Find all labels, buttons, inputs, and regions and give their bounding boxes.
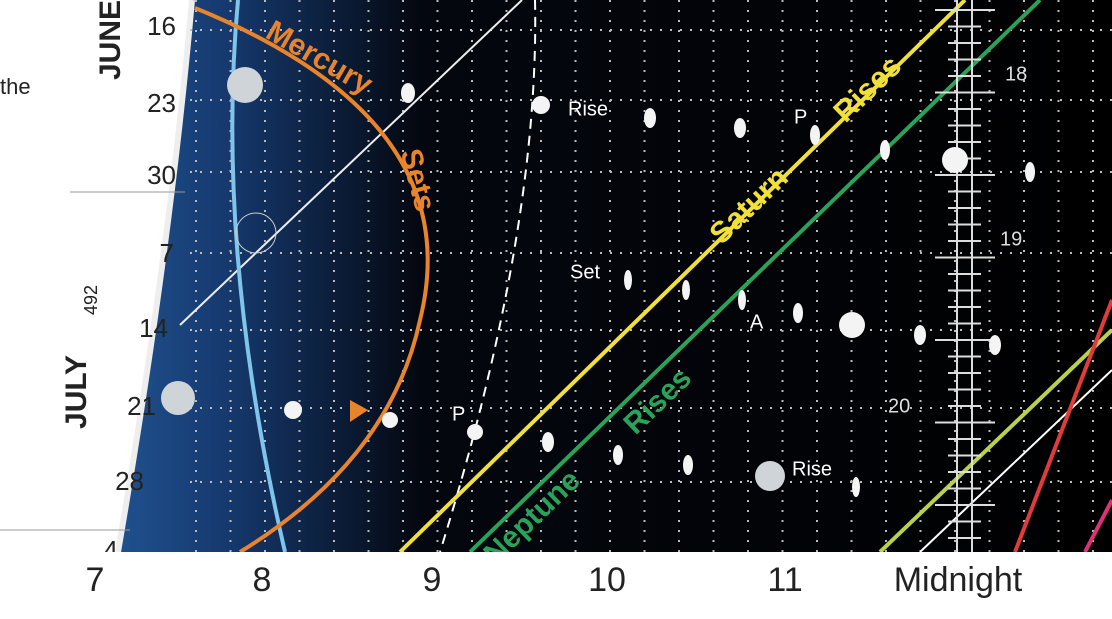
- moon: [755, 461, 785, 491]
- annotation: A: [750, 311, 764, 333]
- day-label: 7: [160, 238, 174, 268]
- hour-label: 7: [86, 561, 105, 599]
- annotation: Set: [570, 261, 600, 283]
- green-yellow-line: [878, 328, 1112, 554]
- hour-label: 9: [423, 561, 442, 599]
- moon: [738, 290, 746, 310]
- margin-text: the: [0, 74, 31, 99]
- moon: [683, 455, 693, 475]
- moon: [914, 325, 926, 345]
- blue-curve: [230, 0, 287, 553]
- moon: [382, 412, 398, 428]
- full-moon: [227, 67, 263, 103]
- scale-ladder: [935, 9, 995, 539]
- moon: [942, 147, 968, 173]
- red-line: [1013, 299, 1112, 553]
- day-label: 28: [115, 466, 144, 496]
- hour-axis-strip: [0, 552, 1112, 619]
- moon: [810, 125, 820, 145]
- page-number: 492: [81, 285, 101, 315]
- saturn-line: [398, 0, 967, 554]
- annotation: P: [452, 403, 465, 425]
- full-moon: [161, 381, 195, 415]
- moon: [1025, 162, 1035, 182]
- moon: [401, 83, 415, 103]
- hour-label: Midnight: [894, 561, 1023, 599]
- moon: [532, 96, 550, 114]
- moon: [793, 303, 803, 323]
- day-label: 16: [147, 11, 176, 41]
- moon: [852, 477, 860, 497]
- panel-edge: [115, 0, 195, 553]
- hour-label: 11: [767, 561, 802, 599]
- annotation: Rise: [792, 458, 832, 480]
- scale-label: 20: [888, 395, 910, 417]
- annotation: Rise: [568, 98, 608, 120]
- mercury-marker: [350, 400, 368, 422]
- magenta-line: [1083, 499, 1112, 553]
- mercury-curve: [194, 6, 430, 554]
- moon: [624, 270, 632, 290]
- day-label: 23: [147, 88, 176, 118]
- month-label: JULY: [60, 355, 93, 429]
- date-panel: [0, 0, 192, 552]
- new-moon: [235, 212, 277, 254]
- day-label: 21: [127, 391, 156, 421]
- moon: [682, 280, 690, 300]
- scale-label: 18: [1005, 63, 1027, 85]
- scale-label: 19: [1000, 228, 1022, 250]
- moon: [989, 335, 1001, 355]
- month-label: JUNE: [94, 0, 127, 80]
- hour-label: 8: [253, 561, 272, 599]
- moon: [542, 432, 554, 452]
- moon: [880, 140, 890, 160]
- moon: [467, 424, 483, 440]
- day-label: 14: [139, 313, 168, 343]
- annotation: P: [794, 106, 807, 128]
- moon: [613, 445, 623, 465]
- hour-label: 10: [588, 561, 626, 599]
- grid: [190, 0, 1112, 552]
- moon: [284, 401, 302, 419]
- moon: [644, 108, 656, 128]
- moon: [839, 312, 865, 338]
- day-label: 30: [147, 160, 176, 190]
- moons: [161, 67, 1035, 497]
- moon: [734, 118, 746, 138]
